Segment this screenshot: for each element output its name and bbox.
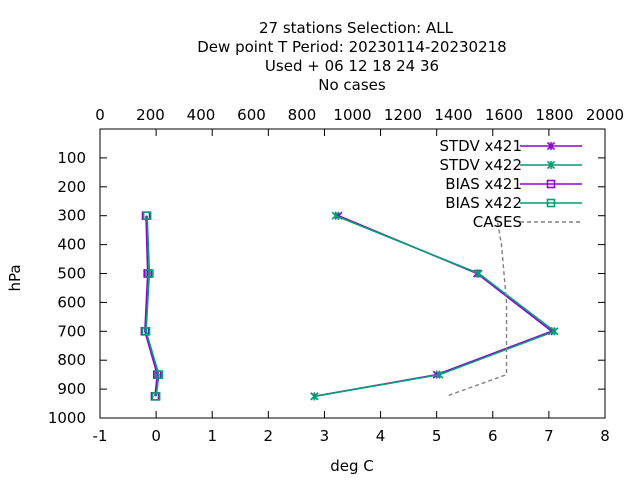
y-tick-label: 800 — [57, 351, 86, 369]
legend-marker — [546, 141, 556, 151]
data-point — [145, 269, 154, 278]
x2-tick-label: 200 — [136, 106, 165, 124]
x2-tick-label: 1600 — [485, 106, 523, 124]
series-line — [144, 215, 159, 397]
chart-title: 27 stations Selection: ALL Dew point T P… — [197, 19, 506, 94]
x2-tick-label: 2000 — [586, 106, 624, 124]
legend-label: BIAS x421 — [445, 175, 522, 193]
y-axis-label: hPa — [6, 264, 24, 291]
series-line — [314, 214, 554, 398]
x2-tick-label: 0 — [95, 106, 105, 124]
y-tick-label: 100 — [57, 149, 86, 167]
y-tick-label: 600 — [57, 293, 86, 311]
x-axis-label: deg C — [330, 457, 374, 475]
legend-marker — [546, 160, 556, 170]
y-tick-label: 900 — [57, 380, 86, 398]
data-point — [141, 326, 151, 336]
series-stdv-x422 — [310, 211, 559, 401]
y-tick-label: 1000 — [48, 409, 86, 427]
data-point — [435, 370, 444, 379]
x2-tick-label: 1400 — [434, 106, 472, 124]
data-point — [142, 211, 152, 220]
x2-tick-label: 1200 — [384, 106, 422, 124]
data-point — [310, 392, 319, 401]
series-line — [445, 215, 508, 397]
y-tick-label: 200 — [57, 178, 86, 196]
legend-marker — [546, 179, 556, 189]
x-tick-label: 7 — [544, 427, 554, 445]
title-line: Used + 06 12 18 24 36 — [265, 57, 439, 75]
series-layer — [140, 211, 559, 401]
series-line — [145, 215, 160, 397]
y-tick-label: 300 — [57, 207, 86, 225]
x2-tick-label: 1000 — [333, 106, 371, 124]
x-tick-label: -1 — [93, 427, 108, 445]
axes: -1 0 1 2 3 4 5 6 7 8 0 200 400 600 800 1000 1200 1400 1600… — [48, 106, 624, 445]
series-bias-x422 — [141, 211, 164, 401]
x2-tick-label: 1800 — [535, 106, 573, 124]
title-line: Dew point T Period: 20230114-20230218 — [197, 38, 506, 56]
x-tick-label: 4 — [376, 427, 386, 445]
x-tick-label: 8 — [600, 427, 610, 445]
legend-label: BIAS x422 — [445, 194, 522, 212]
legend-label: STDV x422 — [439, 156, 522, 174]
series-stdv-x421 — [310, 211, 556, 401]
x-tick-label: 1 — [207, 427, 217, 445]
y-tick-label: 700 — [57, 322, 86, 340]
x2-tick-label: 800 — [288, 106, 317, 124]
data-point — [151, 392, 161, 401]
title-line: No cases — [318, 76, 386, 94]
title-line: 27 stations Selection: ALL — [259, 19, 454, 37]
x-tick-label: 2 — [264, 427, 274, 445]
x-tick-label: 6 — [488, 427, 498, 445]
legend-label: STDV x421 — [439, 137, 522, 155]
y-tick-label: 500 — [57, 265, 86, 283]
y-tick-label: 400 — [57, 236, 86, 254]
data-point — [474, 269, 483, 278]
data-point — [550, 327, 559, 336]
x2-tick-label: 600 — [237, 106, 266, 124]
x-tick-label: 0 — [151, 427, 161, 445]
data-point — [331, 211, 340, 220]
legend-marker — [546, 198, 556, 208]
x2-tick-label: 400 — [187, 106, 216, 124]
legend-label: CASES — [473, 213, 522, 231]
data-point — [154, 370, 164, 379]
plot-border — [99, 128, 606, 419]
x-tick-label: 5 — [432, 427, 442, 445]
series-cases — [445, 215, 508, 397]
x-tick-label: 3 — [320, 427, 330, 445]
